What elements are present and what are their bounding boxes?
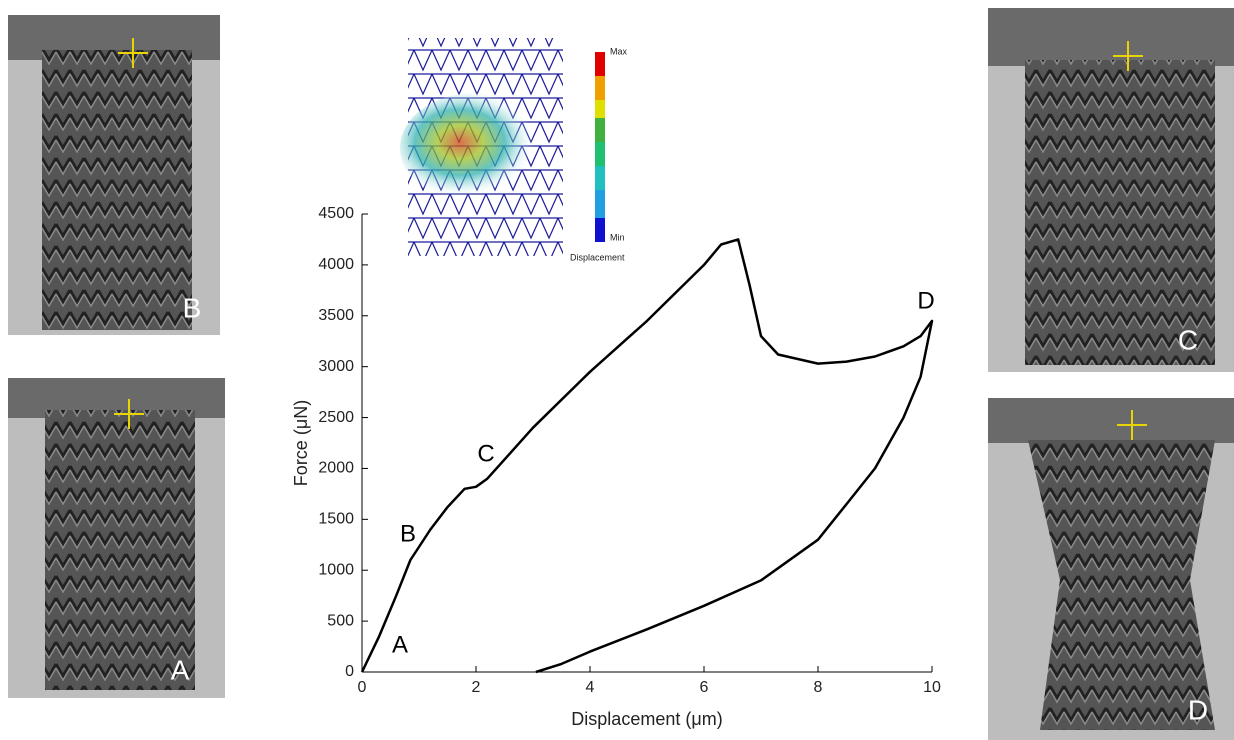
colorbar-label: Displacement xyxy=(570,252,625,262)
curve xyxy=(360,238,934,674)
panel-c: C xyxy=(988,8,1234,372)
x-tick-label: 10 xyxy=(923,679,941,696)
y-tick-label: 2500 xyxy=(318,409,354,426)
x-tick-label: 4 xyxy=(586,679,595,696)
panel-label: B xyxy=(183,292,202,323)
panel-label: A xyxy=(171,654,190,685)
y-tick-label: 4000 xyxy=(318,256,354,273)
y-tick-label: 500 xyxy=(327,612,354,629)
panel-label: D xyxy=(1188,694,1208,725)
y-tick-label: 3000 xyxy=(318,358,354,375)
x-tick-label: 2 xyxy=(472,679,481,696)
x-tick-label: 8 xyxy=(814,679,823,696)
colorbar-max: Max xyxy=(610,46,628,56)
annotation: C xyxy=(477,440,494,467)
y-tick-label: 1000 xyxy=(318,561,354,578)
panel-label: C xyxy=(1178,324,1198,355)
plot: 0 500 1000 1500 2000 2500 3000 3500 4000 4500 0 2 4 6… xyxy=(291,205,941,729)
annotation: A xyxy=(392,631,408,658)
y-tick-label: 1500 xyxy=(318,511,354,528)
annotation: B xyxy=(400,520,416,547)
y-tick-label: 4500 xyxy=(318,205,354,222)
y-axis-label: Force (μN) xyxy=(291,400,311,486)
y-tick-label: 3500 xyxy=(318,307,354,324)
x-tick-label: 0 xyxy=(358,679,367,696)
colorbar-min: Min xyxy=(610,232,625,242)
x-tick-label: 6 xyxy=(700,679,709,696)
panel-a: A xyxy=(8,378,225,698)
x-axis-label: Displacement (μm) xyxy=(571,709,722,729)
inset: Max Min Displacement xyxy=(400,38,628,262)
y-tick-label: 2000 xyxy=(318,460,354,477)
panel-b: B xyxy=(8,15,220,335)
annotation: D xyxy=(917,287,934,314)
panel-d: D xyxy=(988,398,1234,740)
y-tick-label: 0 xyxy=(345,663,354,680)
